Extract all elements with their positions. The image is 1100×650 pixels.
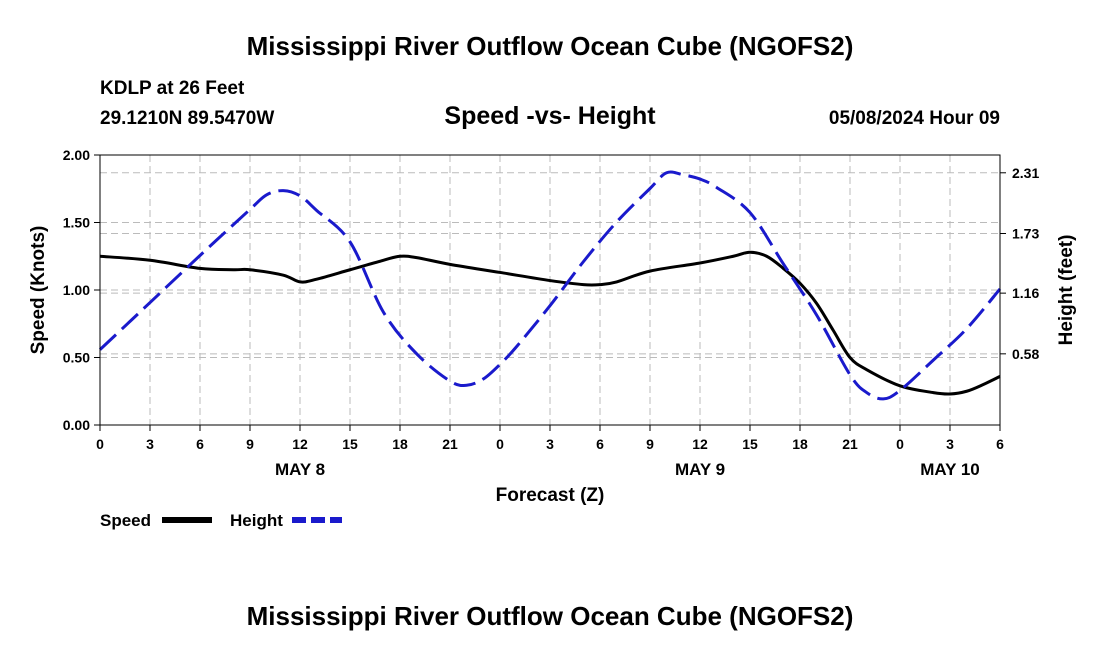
y-left-tick-label: 0.00 (63, 417, 90, 433)
y-left-tick-label: 1.50 (63, 215, 90, 231)
x-tick-label: 15 (742, 436, 758, 452)
x-tick-label: 3 (146, 436, 154, 452)
legend-height-label: Height (230, 511, 283, 530)
location-label: 29.1210N 89.5470W (100, 108, 274, 129)
x-tick-label: 6 (996, 436, 1004, 452)
y-left-tick-label: 0.50 (63, 350, 90, 366)
x-tick-label: 18 (792, 436, 808, 452)
ticks: 0 3 6 9 12 15 18 21 0 3 6 9 12 15 18 21 0 3 6 MAY 8 MAY 9 MAY… (63, 147, 1040, 479)
grid (100, 154, 1000, 425)
datetime-label: 05/08/2024 Hour 09 (829, 108, 1000, 129)
footer-title: Mississippi River Outflow Ocean Cube (NG… (247, 601, 854, 631)
y-right-tick-label: 0.58 (1012, 346, 1039, 362)
day-label: MAY 10 (920, 460, 980, 479)
x-tick-label: 6 (196, 436, 204, 452)
legend-speed-label: Speed (100, 511, 151, 530)
chart-title: Mississippi River Outflow Ocean Cube (NG… (247, 31, 854, 61)
day-label: MAY 8 (275, 460, 325, 479)
x-tick-label: 21 (842, 436, 858, 452)
y-axis-right-label: Height (feet) (1056, 235, 1077, 346)
x-tick-label: 12 (292, 436, 308, 452)
speed-series-line (99, 250, 1001, 396)
legend: Speed Height (100, 511, 342, 530)
y-left-tick-label: 2.00 (63, 147, 90, 163)
x-tick-label: 0 (896, 436, 904, 452)
y-right-tick-label: 1.73 (1012, 225, 1039, 241)
y-right-tick-label: 1.16 (1012, 285, 1039, 301)
series-layer (98, 170, 1002, 401)
x-tick-label: 6 (596, 436, 604, 452)
station-label: KDLP at 26 Feet (100, 78, 245, 99)
x-tick-label: 18 (392, 436, 408, 452)
chart-subtitle: Speed -vs- Height (444, 102, 656, 130)
day-label: MAY 9 (675, 460, 725, 479)
x-tick-label: 12 (692, 436, 708, 452)
x-tick-label: 0 (96, 436, 104, 452)
x-axis-label: Forecast (Z) (496, 485, 605, 506)
x-tick-label: 3 (946, 436, 954, 452)
x-tick-label: 15 (342, 436, 358, 452)
x-tick-label: 3 (546, 436, 554, 452)
y-axis-left-label: Speed (Knots) (28, 226, 49, 355)
y-right-tick-label: 2.31 (1012, 165, 1039, 181)
x-tick-label: 21 (442, 436, 458, 452)
x-tick-label: 9 (246, 436, 254, 452)
x-tick-label: 9 (646, 436, 654, 452)
height-series-line (98, 170, 1002, 401)
x-tick-label: 0 (496, 436, 504, 452)
y-left-tick-label: 1.00 (63, 282, 90, 298)
